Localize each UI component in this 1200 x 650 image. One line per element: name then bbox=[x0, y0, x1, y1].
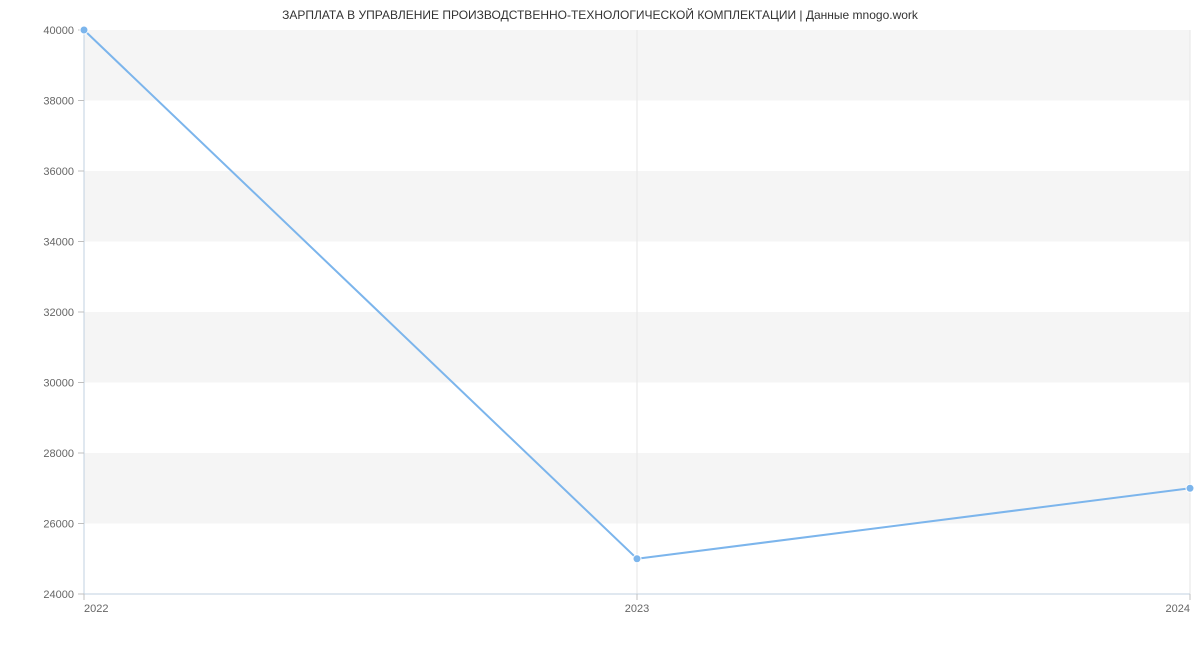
y-tick-label: 40000 bbox=[43, 25, 74, 37]
series-marker bbox=[80, 26, 88, 34]
y-tick-label: 26000 bbox=[43, 519, 74, 531]
y-tick-label: 28000 bbox=[43, 448, 74, 460]
y-tick-label: 32000 bbox=[43, 307, 74, 319]
chart-svg: 24000 26000 28000 30000 32000 34000 36000 38000… bbox=[0, 0, 1200, 650]
x-tick-label: 2023 bbox=[625, 603, 649, 615]
x-tick-label: 2024 bbox=[1166, 603, 1190, 615]
y-tick-label: 38000 bbox=[43, 96, 74, 108]
y-tick-label: 24000 bbox=[43, 589, 74, 601]
y-tick-label: 36000 bbox=[43, 166, 74, 178]
chart-title: ЗАРПЛАТА В УПРАВЛЕНИЕ ПРОИЗВОДСТВЕННО-ТЕ… bbox=[0, 8, 1200, 22]
y-tick-label: 34000 bbox=[43, 237, 74, 249]
x-tick-label: 2022 bbox=[84, 603, 108, 615]
series-marker bbox=[1186, 484, 1194, 492]
salary-line-chart: ЗАРПЛАТА В УПРАВЛЕНИЕ ПРОИЗВОДСТВЕННО-ТЕ… bbox=[0, 0, 1200, 650]
y-tick-label: 30000 bbox=[43, 378, 74, 390]
series-marker bbox=[633, 555, 641, 563]
